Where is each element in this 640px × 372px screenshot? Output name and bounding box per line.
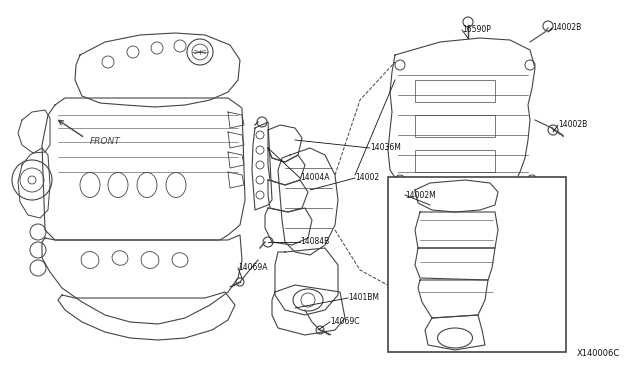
Text: 14002M: 14002M: [405, 190, 436, 199]
Text: 14036M: 14036M: [370, 144, 401, 153]
Text: 16590P: 16590P: [462, 26, 491, 35]
Bar: [415, 150, 495, 172]
Text: 14069A: 14069A: [238, 263, 268, 273]
Text: FRONT: FRONT: [90, 138, 121, 147]
Text: 1401BM: 1401BM: [348, 294, 379, 302]
Bar: [415, 115, 495, 137]
Text: 14084B: 14084B: [300, 237, 329, 247]
Bar: [388, 177, 566, 352]
Text: 14002: 14002: [355, 173, 379, 183]
Text: X140006C: X140006C: [577, 349, 620, 358]
Text: 14004A: 14004A: [300, 173, 330, 183]
Text: 14002B: 14002B: [558, 121, 588, 129]
Text: 14002B: 14002B: [552, 23, 581, 32]
Text: 14069C: 14069C: [330, 317, 360, 327]
Bar: [415, 80, 495, 102]
